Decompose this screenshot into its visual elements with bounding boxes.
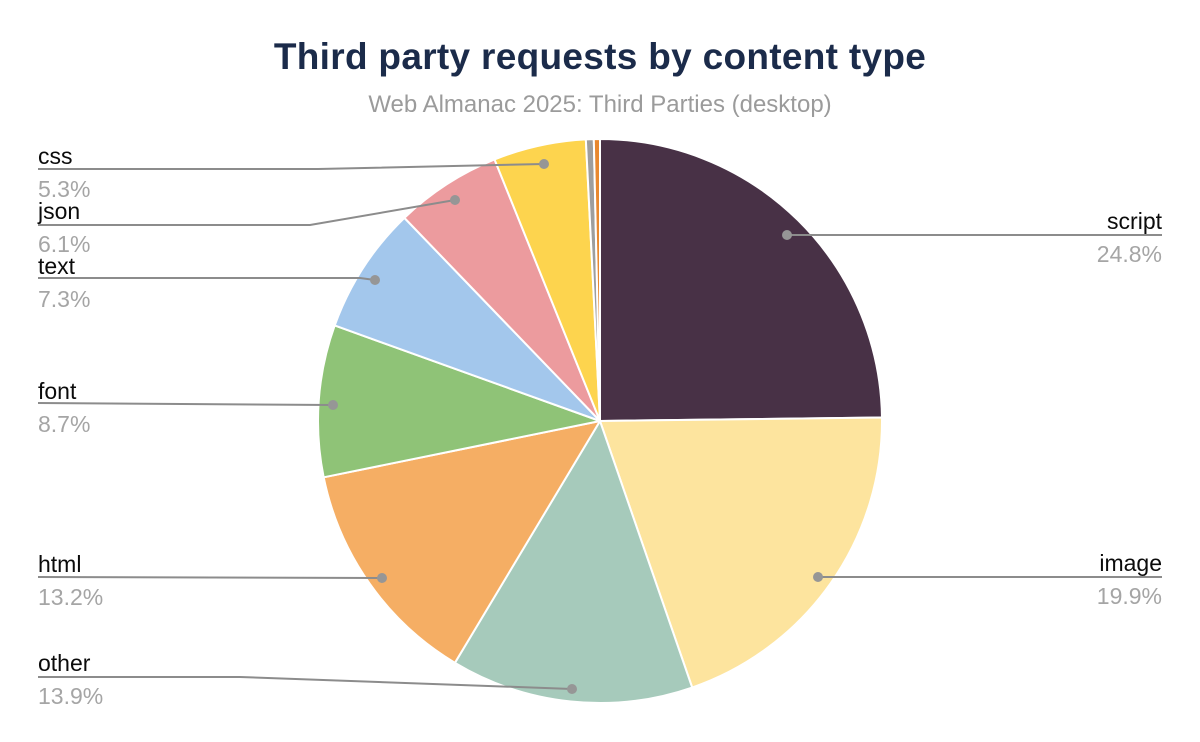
slice-label: font — [38, 378, 77, 404]
leader-line-json — [38, 199, 456, 226]
slice-percentage: 13.2% — [38, 584, 104, 610]
leader-dot-text — [370, 275, 380, 285]
leader-dot-other — [567, 684, 577, 694]
leader-lines — [37, 159, 1162, 694]
slice-percentage: 6.1% — [38, 231, 91, 257]
slice-label: html — [38, 551, 82, 577]
callout-other: other 13.9% — [38, 651, 103, 709]
slice-percentage: 13.9% — [38, 683, 104, 709]
callout-html: html 13.2% — [38, 552, 103, 610]
leader-dot-json — [450, 195, 460, 205]
callout-script: script 24.8% — [1097, 209, 1162, 267]
chart-header: Third party requests by content type Web… — [0, 36, 1200, 119]
pie-slice-image[interactable] — [599, 416, 883, 689]
slice-label: script — [1107, 208, 1162, 234]
pie-slice-font[interactable] — [317, 324, 601, 479]
pie-slice-other[interactable] — [453, 420, 694, 704]
callout-css: css 5.3% — [38, 144, 90, 202]
slice-percentage: 24.8% — [1096, 241, 1162, 267]
leader-line-html — [37, 576, 383, 579]
leader-dot-font — [328, 400, 338, 410]
leader-dot-html — [377, 573, 387, 583]
leader-dot-css — [539, 159, 549, 169]
pie-slice-html[interactable] — [322, 420, 601, 664]
leader-line-other — [38, 676, 573, 690]
leader-line-css — [38, 163, 545, 170]
slice-label: json — [38, 198, 81, 224]
slice-percentage: 19.9% — [1096, 583, 1162, 609]
callout-image: image 19.9% — [1097, 551, 1162, 609]
callout-font: font 8.7% — [38, 379, 90, 437]
leader-dot-image — [813, 572, 823, 582]
slice-label: text — [38, 253, 76, 279]
callout-text: text 7.3% — [38, 254, 90, 312]
leader-line-font — [37, 402, 334, 406]
pie-slice-text[interactable] — [333, 216, 601, 422]
leader-dot-script — [782, 230, 792, 240]
leader-line-text — [38, 277, 376, 281]
chart-subtitle: Web Almanac 2025: Third Parties (desktop… — [368, 91, 832, 118]
slice-label: css — [38, 143, 73, 169]
slice-label: image — [1099, 550, 1162, 576]
slice-label: other — [38, 650, 91, 676]
pie-slices — [317, 138, 883, 704]
chart-title: Third party requests by content type — [273, 36, 927, 77]
slice-percentage: 5.3% — [38, 176, 91, 202]
slice-percentage: 8.7% — [38, 411, 91, 437]
pie-slice-script[interactable] — [599, 138, 883, 422]
callout-json: json 6.1% — [38, 199, 90, 257]
slice-percentage: 7.3% — [38, 286, 91, 312]
pie-slice-unlabeled-9[interactable] — [592, 138, 601, 422]
